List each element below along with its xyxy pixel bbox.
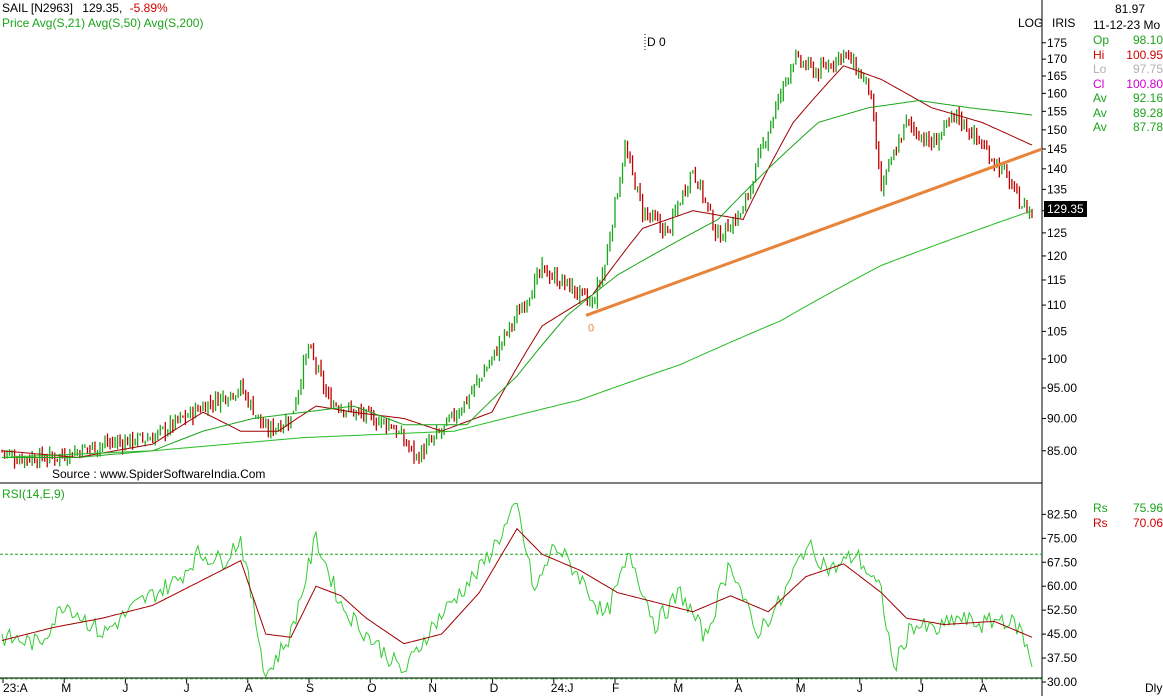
ohlc-panel: Op 98.10 Hi 100.95 Lo 97.75 Cl 100.80 Av 92.16 Av 8… [1093, 33, 1163, 135]
price-legend: Price [2, 16, 30, 30]
time-tick-label: S [306, 681, 314, 695]
rsi-values: Rs 75.96 Rs 70.06 [1093, 501, 1163, 531]
trendline [585, 147, 1043, 317]
ohlc-row: Av 89.28 [1093, 106, 1163, 121]
ohlc-row-label: Op [1093, 33, 1110, 47]
price-tick-label: 120 [1047, 249, 1067, 263]
ma50-line [2, 99, 1033, 458]
ohlc-row-label: Cl [1093, 76, 1105, 91]
ohlc-row-value: 92.16 [1132, 91, 1163, 105]
time-tick-label: J [918, 681, 924, 695]
time-tick-label: F [612, 681, 619, 695]
rsi-signal-line [1, 527, 1033, 645]
rsi-panel-label: RSI(14,E,9) [2, 487, 65, 501]
ohlc-row-value: 100.80 [1126, 76, 1163, 91]
time-tick-label: M [673, 681, 683, 695]
ohlc-row: Hi 100.95 [1093, 48, 1163, 63]
price-tick-label: 145 [1047, 142, 1067, 156]
ohlc-row-value: 97.75 [1132, 62, 1163, 76]
source-label: Source : www.SpiderSoftwareIndia.Com [50, 467, 268, 481]
change-label: -5.89% [129, 1, 168, 15]
rsi-tick-label: 52.50 [1047, 603, 1077, 617]
ohlc-row-label: Lo [1093, 62, 1107, 76]
rsi-tick-label: 60.00 [1047, 579, 1077, 593]
price-tick-label: 155 [1047, 104, 1067, 118]
rsi-line [1, 502, 1033, 679]
time-tick-label: J [122, 681, 128, 695]
price-tick-label: 170 [1047, 52, 1067, 66]
price-tick-label: 95.00 [1047, 381, 1077, 395]
avg21-legend: Avg(S,21) [32, 16, 86, 30]
volume-value: 81.97 [1115, 2, 1146, 16]
ohlc-row-value: 89.28 [1132, 105, 1163, 120]
price-tick-label: 150 [1047, 123, 1067, 137]
avg200-legend: Avg(S,200) [143, 16, 204, 30]
price-tick-label: 85.00 [1047, 444, 1077, 458]
rs1-label: Rs [1093, 501, 1108, 515]
rsi-tick-label: 37.50 [1047, 651, 1077, 665]
ohlc-row-value: 100.95 [1126, 47, 1163, 62]
ohlc-row-label: Hi [1093, 47, 1105, 62]
price-tick-label: 115 [1047, 273, 1066, 287]
time-tick-label: A [979, 681, 987, 695]
ohlc-row: Av 87.78 [1093, 120, 1163, 135]
time-tick-label: 24:J [551, 681, 574, 695]
time-tick-label: A [245, 681, 253, 695]
ohlc-row: Av 92.16 [1093, 91, 1163, 106]
ohlc-row-value: 98.10 [1132, 33, 1163, 47]
price-tick-label: 125 [1047, 226, 1067, 240]
date-label: 11-12-23 Mo [1093, 18, 1161, 32]
ohlc-row-label: Av [1093, 105, 1107, 120]
time-tick-label: J [857, 681, 863, 695]
rsi-tick-label: 82.50 [1047, 507, 1077, 521]
ohlc-row: Lo 97.75 [1093, 62, 1163, 77]
last-price-label: 129.35, [82, 1, 123, 15]
rs2-value: 70.06 [1132, 516, 1163, 530]
chart-header: SAIL [N2963] 129.35, -5.89% [2, 1, 168, 15]
marker-label: D 0 [647, 35, 666, 49]
rsi-tick-label: 30.00 [1047, 675, 1077, 689]
time-tick-label: A [734, 681, 742, 695]
rsi-tick-label: 75.00 [1047, 531, 1077, 545]
avg50-legend: Avg(S,50) [87, 16, 141, 30]
ma21-line [1, 65, 1033, 459]
price-tick-label: 160 [1047, 86, 1067, 100]
time-tick-label: N [428, 681, 437, 695]
ohlc-row: Cl 100.80 [1093, 77, 1163, 92]
ohlc-row: Op 98.10 [1093, 33, 1163, 48]
time-tick-label: M [61, 681, 71, 695]
last-price-tag: 129.35 [1044, 201, 1087, 217]
symbol-label: SAIL [N2963] [2, 1, 73, 15]
price-tick-label: 135 [1047, 182, 1067, 196]
price-tick-label: 175 [1047, 36, 1067, 50]
trendline-label: 0 [588, 322, 594, 334]
ma200-line [1, 210, 1033, 458]
log-scale-label[interactable]: LOG [1018, 16, 1044, 30]
rs2-label: Rs [1093, 516, 1108, 530]
rsi-tick-label: 45.00 [1047, 627, 1077, 641]
rsi-tick-label: 67.50 [1047, 555, 1077, 569]
ohlc-row-label: Av [1093, 120, 1107, 134]
price-tick-label: 165 [1047, 69, 1067, 83]
time-tick-label: O [367, 681, 376, 695]
ohlc-row-value: 87.78 [1132, 120, 1163, 134]
price-tick-label: 105 [1047, 324, 1067, 338]
time-tick-label: D [490, 681, 499, 695]
price-tick-label: 140 [1047, 162, 1067, 176]
rs1-value: 75.96 [1132, 501, 1163, 515]
time-tick-label: M [796, 681, 806, 695]
price-tick-label: 100 [1047, 352, 1067, 366]
time-tick-label: J [184, 681, 190, 695]
price-tick-label: 110 [1047, 298, 1066, 312]
ohlc-row-label: Av [1093, 91, 1107, 105]
time-tick-label: 23:A [3, 681, 28, 695]
iris-label[interactable]: IRIS [1052, 16, 1076, 30]
period-label: Dly [1145, 681, 1163, 695]
price-tick-label: 90.00 [1047, 411, 1077, 425]
indicator-legend: Price Avg(S,21) Avg(S,50) Avg(S,200) [2, 16, 203, 30]
